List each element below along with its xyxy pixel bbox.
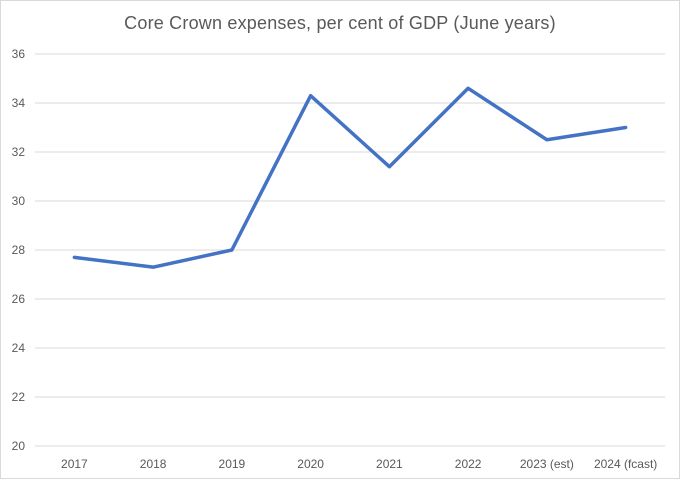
- y-tick-label: 28: [12, 243, 26, 257]
- data-point-2023-est: [545, 138, 549, 142]
- data-point-2018: [151, 265, 155, 269]
- series-line-core-crown-expenses: [72, 86, 628, 269]
- y-tick-label: 36: [12, 47, 26, 61]
- x-tick-label: 2024 (fcast): [594, 457, 657, 471]
- y-tick-label: 26: [12, 292, 26, 306]
- x-tick-label: 2018: [140, 457, 167, 471]
- y-tick-label: 22: [12, 390, 26, 404]
- data-point-2024-fcast: [624, 126, 628, 130]
- x-tick-label: 2020: [297, 457, 324, 471]
- chart-title: Core Crown expenses, per cent of GDP (Ju…: [124, 13, 556, 33]
- data-point-2022: [466, 86, 470, 90]
- x-tick-label: 2019: [219, 457, 246, 471]
- x-tick-label: 2022: [455, 457, 482, 471]
- y-tick-label: 34: [12, 96, 26, 110]
- x-tick-label: 2021: [376, 457, 403, 471]
- data-point-2019: [230, 248, 234, 252]
- y-tick-label: 30: [12, 194, 26, 208]
- data-point-2020: [309, 94, 313, 98]
- y-axis-ticks: 20 22 24 26 28 30 32 34 36: [12, 47, 26, 453]
- y-tick-label: 32: [12, 145, 26, 159]
- data-point-2017: [72, 255, 76, 259]
- data-point-2021: [387, 165, 391, 169]
- series-layer: [72, 86, 628, 269]
- x-tick-label: 2023 (est): [520, 457, 574, 471]
- gridlines: [35, 53, 665, 447]
- x-tick-label: 2017: [61, 457, 88, 471]
- y-tick-label: 20: [12, 439, 26, 453]
- x-axis-ticks: 2017 2018 2019 2020 2021 2022 2023 (est) 2024 (…: [61, 457, 657, 471]
- y-tick-label: 24: [12, 341, 26, 355]
